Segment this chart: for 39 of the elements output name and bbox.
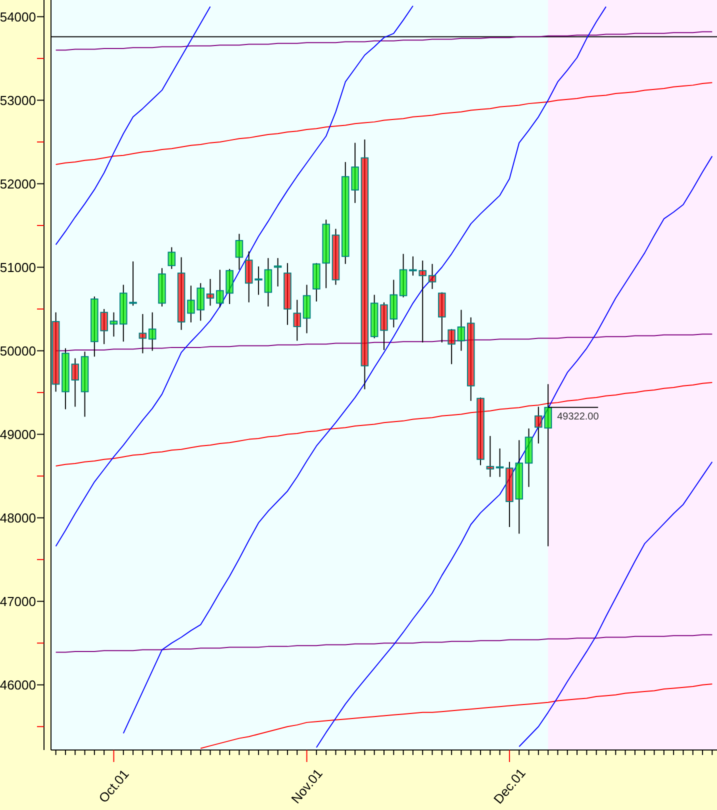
y-tick-label: 50000 — [0, 343, 36, 358]
y-tick-label: 46000 — [0, 677, 36, 692]
annotation: 49322.00 — [557, 411, 600, 422]
line-series — [55, 5, 414, 547]
y-tick-label: 51000 — [0, 260, 36, 275]
candlestick — [138, 314, 147, 354]
candlestick — [302, 284, 311, 334]
line-series — [316, 156, 713, 748]
candlestick — [486, 435, 494, 478]
y-tick-label: 53000 — [0, 92, 36, 108]
line-series — [122, 6, 606, 734]
line-series — [55, 382, 713, 467]
candlestick — [496, 448, 504, 478]
y-tick-label: 52000 — [0, 176, 36, 192]
candlestick — [264, 258, 272, 308]
y-tick-label: 47000 — [0, 594, 36, 609]
candlestick — [206, 278, 214, 306]
candlestick — [110, 312, 118, 338]
candlestick — [168, 246, 176, 270]
y-tick-label: 48000 — [0, 510, 36, 526]
y-tick-label: 49000 — [0, 426, 36, 442]
line-series — [55, 6, 211, 246]
candlestick — [438, 292, 446, 343]
candlestick — [235, 233, 244, 270]
candlestick — [244, 250, 253, 303]
candlestick — [448, 328, 456, 365]
line-series — [55, 82, 713, 166]
candlestick — [274, 258, 282, 287]
candlestick — [148, 312, 156, 352]
y-tick-label: 54000 — [0, 9, 36, 24]
line-series — [55, 634, 713, 653]
candlestick — [293, 299, 302, 342]
line-series — [200, 684, 713, 749]
candlestick — [71, 358, 80, 408]
line-series — [55, 31, 713, 51]
candlestick — [428, 263, 436, 290]
candlestick — [254, 266, 262, 296]
candlestick — [457, 309, 466, 352]
line-series — [518, 461, 713, 748]
